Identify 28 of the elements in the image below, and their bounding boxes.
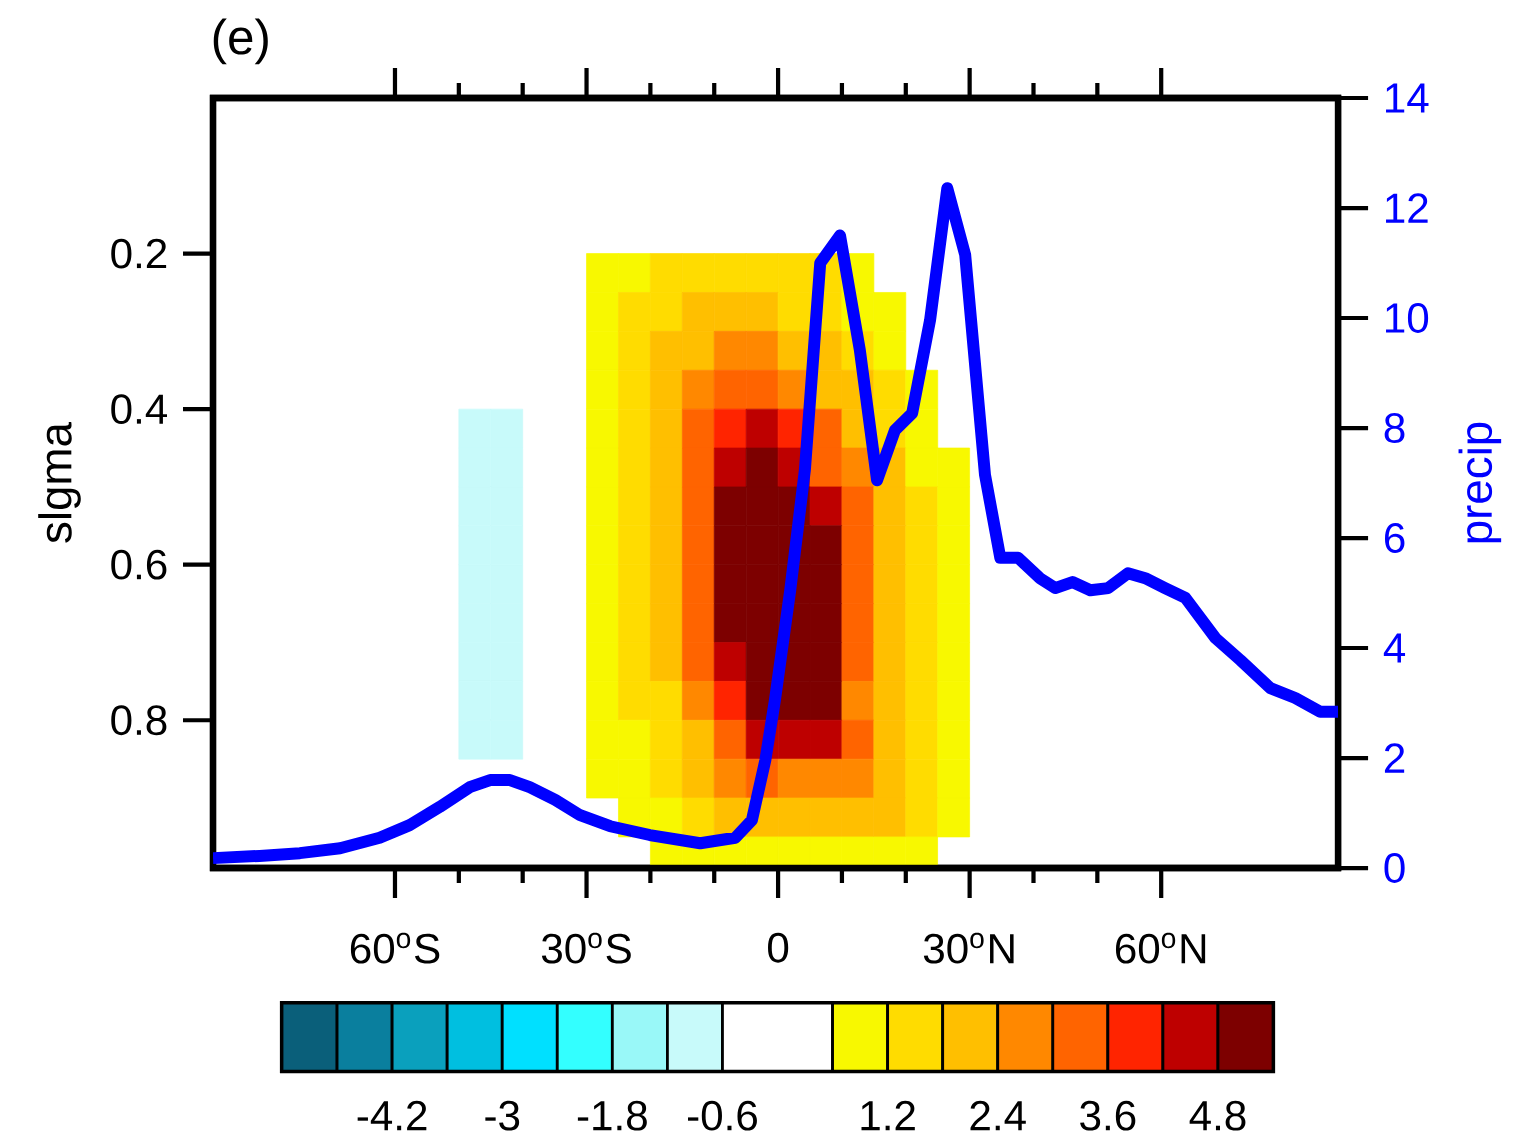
color-bar-label: 3.6 bbox=[1080, 1100, 1136, 1131]
y2-tick-label: 0 bbox=[1384, 853, 1405, 884]
y2-tick-label: 14 bbox=[1386, 83, 1429, 113]
color-bar-label: -0.6 bbox=[687, 1100, 757, 1131]
y2-tick-label: 6 bbox=[1384, 523, 1405, 554]
color-bar-label: -3 bbox=[485, 1100, 520, 1131]
color-bar-label: 2.4 bbox=[970, 1100, 1026, 1131]
x-tick-label: 30$^{o}$N bbox=[923, 932, 1014, 964]
y2-tick-label: 2 bbox=[1384, 743, 1405, 773]
y-tick-label: 0.4 bbox=[111, 394, 167, 425]
x-tick-label: 60$^{o}$N bbox=[1115, 932, 1206, 964]
y-tick-label: 0.6 bbox=[111, 549, 167, 580]
y-tick-label: 0.2 bbox=[111, 238, 167, 269]
y2-tick-label: 8 bbox=[1384, 413, 1405, 444]
y-axis-title: slgma bbox=[38, 422, 81, 543]
chart-title: (e) bbox=[213, 18, 268, 65]
y2-tick-label: 10 bbox=[1386, 303, 1429, 334]
color-bar-label: 4.8 bbox=[1189, 1100, 1246, 1131]
y2-tick-label: 12 bbox=[1386, 193, 1428, 223]
y2-axis-title: precip bbox=[1458, 422, 1502, 543]
color-bar-label: 1.2 bbox=[861, 1100, 915, 1131]
y-tick-label: 0.8 bbox=[111, 705, 167, 736]
x-tick-label: 0 bbox=[768, 932, 789, 963]
color-bar-label: -1.8 bbox=[577, 1100, 647, 1131]
x-tick-label: 60$^{o}$S bbox=[350, 932, 440, 964]
x-tick-label: 30$^{o}$S bbox=[541, 932, 631, 964]
color-bar-label: -4.2 bbox=[357, 1100, 427, 1131]
y2-tick-label: 4 bbox=[1383, 633, 1406, 663]
